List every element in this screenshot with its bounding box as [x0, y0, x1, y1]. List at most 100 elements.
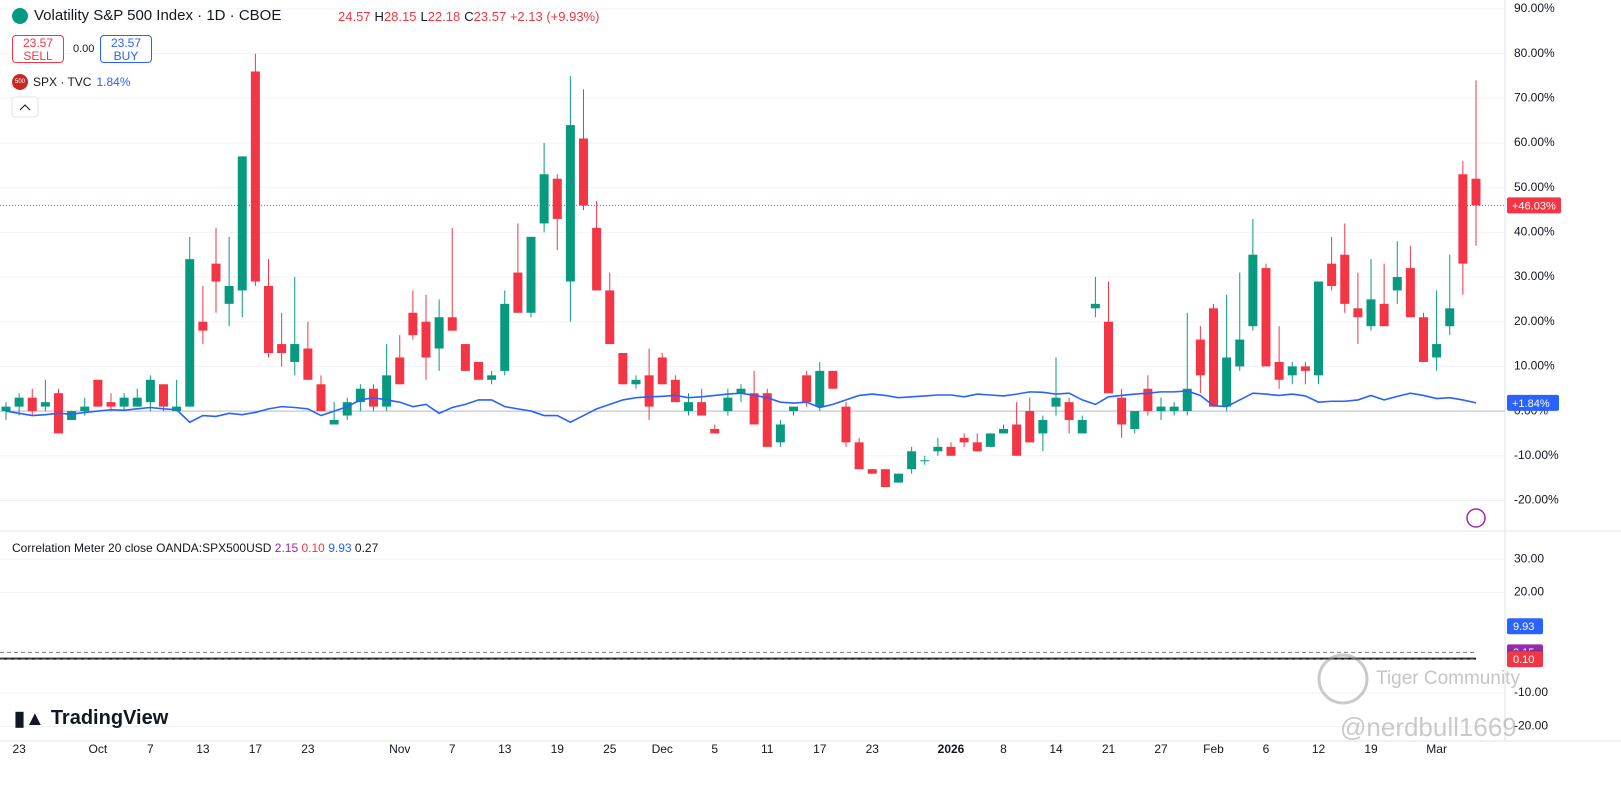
indicator-value: 0.27 [354, 541, 379, 555]
indicator-tag [1507, 618, 1543, 635]
candle-body [539, 174, 549, 224]
candle-body [1077, 420, 1087, 434]
watermark-logo [1317, 653, 1369, 705]
x-tick-label: 12 [1312, 742, 1326, 756]
compare-icon: 500 [12, 74, 28, 90]
candle-body [1104, 321, 1113, 394]
indicator-value: 0.10 [301, 541, 325, 555]
candle-body [841, 406, 851, 443]
candle-body [946, 446, 956, 456]
tradingview-logo: ▮▲ TradingView [14, 706, 168, 731]
candle-body [1235, 339, 1245, 367]
y-tick-label: 40.00% [1514, 225, 1555, 239]
candle-body [395, 357, 405, 385]
candle-body [815, 370, 825, 407]
candle-body [224, 285, 234, 304]
compare-legend: 500 SPX · TVC 1.84% [12, 74, 131, 90]
y-tick-label: 50.00% [1514, 180, 1555, 194]
close-key: C [464, 9, 474, 24]
candle-body [1419, 317, 1428, 362]
candle-body [657, 357, 667, 385]
candle-body [264, 285, 273, 353]
watermark: Tiger Community [1376, 668, 1520, 689]
x-tick-label: 21 [1102, 742, 1116, 756]
candle-body [762, 393, 772, 447]
candle-body [513, 272, 523, 313]
price-tag-label: +1.84% [1512, 398, 1550, 410]
candle-body [1025, 411, 1035, 443]
y-tick-label: 30.00 [1514, 551, 1544, 565]
candle-body [421, 321, 431, 358]
high: 28.15 [383, 9, 417, 24]
candle-body [933, 446, 943, 452]
sell-button[interactable]: 23.57 SELL [12, 35, 64, 63]
y-tick-label: 70.00% [1514, 90, 1555, 104]
x-tick-label: 8 [1000, 742, 1007, 756]
y-tick-label: -10.00% [1514, 448, 1559, 462]
candle-body [1182, 388, 1192, 412]
collapse-icon [19, 104, 31, 111]
candle-body [618, 353, 628, 385]
x-tick-label: 23 [866, 742, 880, 756]
x-tick-label: 13 [196, 742, 210, 756]
candle-body [355, 388, 365, 403]
candle-body [1432, 344, 1442, 358]
candle-body [408, 312, 418, 336]
candle-body [775, 424, 785, 443]
x-tick-label: 27 [1154, 742, 1168, 756]
open: 24.57 [338, 9, 371, 24]
candle-body [1314, 281, 1323, 376]
candle-body [447, 317, 457, 331]
y-tick-label: 20.00 [1514, 585, 1544, 599]
x-tick-label: Dec [652, 742, 673, 756]
symbol-logo [12, 7, 28, 24]
candle-body [828, 370, 838, 389]
candle-body [290, 344, 300, 362]
candle-body [1090, 303, 1100, 309]
candle-body [474, 361, 483, 380]
symbol-header: Volatility S&P 500 Index · 1D · CBOE [12, 7, 281, 24]
candle-body [789, 406, 798, 412]
collapse-button [11, 96, 39, 118]
candle-body [1261, 268, 1271, 367]
candle-body [211, 263, 221, 282]
candle-body [14, 397, 24, 407]
candle-body [1064, 402, 1074, 421]
candle-body [67, 411, 77, 421]
indicator-legend: Correlation Meter 20 close OANDA:SPX500U… [12, 541, 378, 555]
candle-body [1327, 263, 1337, 286]
candle-body [1012, 424, 1022, 456]
x-tick-label: 11 [761, 742, 774, 756]
candle-body [579, 138, 588, 206]
candle-body [1248, 254, 1258, 327]
ohlc-values: 24.57 H28.15 L22.18 C23.57 +2.13 (+9.93%) [338, 9, 599, 24]
candle-body [460, 344, 470, 371]
change: +2.13 (+9.93%) [509, 9, 600, 24]
candle-body [697, 402, 707, 416]
x-tick-label: 23 [301, 742, 315, 756]
candle-body [631, 379, 641, 385]
low: 22.18 [427, 9, 461, 24]
candle-body [316, 384, 326, 412]
candle-body [670, 379, 680, 403]
candle-body [592, 227, 602, 291]
candle-body [1156, 406, 1166, 412]
buy-label: BUY [113, 49, 139, 63]
candle-body [159, 384, 168, 407]
candle-body [93, 379, 103, 407]
candle-body [198, 321, 208, 331]
logo-text: TradingView [50, 707, 169, 729]
candle-body [434, 317, 444, 349]
x-tick-label: 14 [1049, 742, 1063, 756]
x-tick-label: 17 [249, 742, 263, 756]
candle-body [40, 402, 50, 407]
watermark: @nerdbull1669 [1340, 712, 1517, 742]
candle-body [1274, 361, 1284, 380]
buy-button[interactable]: 23.57 BUY [100, 35, 152, 63]
candle-body [526, 236, 536, 313]
candle-body [119, 397, 129, 407]
x-tick-label: 6 [1263, 742, 1270, 756]
low-key: L [420, 9, 428, 24]
candle-body [894, 473, 903, 483]
